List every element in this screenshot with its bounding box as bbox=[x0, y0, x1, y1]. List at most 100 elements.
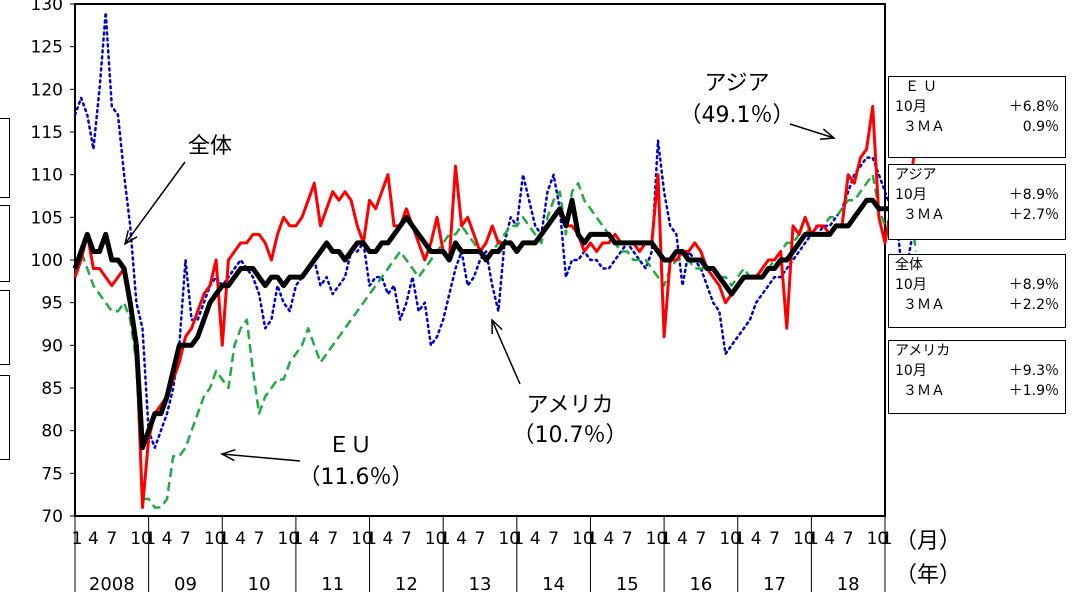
month-tick-label: 1 bbox=[292, 529, 303, 549]
month-tick-label: 4 bbox=[677, 529, 688, 549]
month-tick-label: 10 bbox=[498, 529, 520, 549]
month-tick-label: 7 bbox=[401, 529, 412, 549]
y-tick-label: 110 bbox=[31, 166, 63, 186]
month-tick-label: 10 bbox=[351, 529, 373, 549]
annotation-usa-arrow-line bbox=[491, 319, 521, 385]
month-tick-label: 4 bbox=[530, 529, 541, 549]
year-label: 16 bbox=[689, 574, 712, 592]
legend-row-label: ３ＭＡ bbox=[903, 383, 945, 399]
month-tick-label: 7 bbox=[180, 529, 191, 549]
year-label: 14 bbox=[542, 574, 565, 592]
legend-box-eu: ＥＵ 10月 ＋6.8％ ３ＭＡ 0.9％ bbox=[888, 76, 1066, 158]
month-tick-label: 7 bbox=[695, 529, 706, 549]
month-tick-label: 7 bbox=[254, 529, 265, 549]
legend-row-label: ３ＭＡ bbox=[903, 297, 945, 313]
month-tick-label: 10 bbox=[204, 529, 226, 549]
legend-row: ３ＭＡ 0.9％ bbox=[895, 117, 1059, 137]
legend-row: 10月 ＋8.9％ bbox=[895, 185, 1059, 205]
month-tick-label: 4 bbox=[751, 529, 762, 549]
year-label: 15 bbox=[616, 574, 639, 592]
annotation-eu-label: ＥＵ bbox=[328, 433, 372, 458]
month-tick-label: 7 bbox=[106, 529, 117, 549]
month-tick-label: 10 bbox=[793, 529, 815, 549]
month-tick-label: 7 bbox=[769, 529, 780, 549]
legend-row-value: 0.9％ bbox=[1022, 119, 1059, 135]
left-bracket-4 bbox=[0, 375, 10, 460]
month-tick-label: 4 bbox=[603, 529, 614, 549]
legend-row: 10月 ＋8.9％ bbox=[895, 275, 1059, 295]
month-tick-label: 10 bbox=[867, 529, 889, 549]
month-tick-label: 1 bbox=[808, 529, 819, 549]
month-tick-label: 10 bbox=[130, 529, 152, 549]
annotation-total-label: 全体 bbox=[188, 134, 232, 159]
y-tick-label: 125 bbox=[31, 38, 63, 58]
annotation-usa-label: アメリカ bbox=[527, 393, 614, 418]
left-bracket-1 bbox=[0, 118, 10, 198]
series-layer bbox=[72, 11, 918, 509]
y-tick-label: 70 bbox=[41, 507, 63, 527]
month-tick-label: 10 bbox=[425, 529, 447, 549]
legend-title: 全体 bbox=[895, 257, 923, 273]
month-tick-label: 1 bbox=[72, 529, 83, 549]
legend-row: ３ＭＡ ＋2.2％ bbox=[895, 295, 1059, 315]
legend-title: ＥＵ bbox=[905, 79, 941, 95]
y-tick-label: 105 bbox=[31, 208, 63, 228]
y-tick-label: 115 bbox=[31, 123, 63, 143]
y-tick-label: 130 bbox=[31, 0, 63, 15]
year-label: 17 bbox=[763, 574, 786, 592]
left-bracket-2 bbox=[0, 205, 10, 282]
month-tick-label: 1 bbox=[366, 529, 377, 549]
month-tick-label: 4 bbox=[383, 529, 394, 549]
month-tick-label: 7 bbox=[622, 529, 633, 549]
legend-row-value: ＋8.9％ bbox=[1008, 277, 1059, 293]
annotation-eu-arrow-line bbox=[221, 453, 301, 462]
legend-row-value: ＋2.2％ bbox=[1008, 297, 1059, 313]
month-tick-label: 10 bbox=[719, 529, 741, 549]
annotation-asia-label: アジア bbox=[704, 71, 769, 96]
legend-row-label: ３ＭＡ bbox=[903, 119, 945, 135]
legend-row-value: ＋6.8％ bbox=[1008, 99, 1059, 115]
y-tick-label: 85 bbox=[41, 379, 63, 399]
legend-row-label: 10月 bbox=[895, 187, 927, 203]
legend-box-total: 全体 10月 ＋8.9％ ３ＭＡ ＋2.2％ bbox=[888, 254, 1066, 328]
series-line-total bbox=[72, 197, 916, 451]
month-tick-label: 4 bbox=[456, 529, 467, 549]
legend-row: ３ＭＡ ＋2.7％ bbox=[895, 205, 1059, 225]
month-tick-label: 1 bbox=[882, 529, 893, 549]
year-label: 12 bbox=[395, 574, 418, 592]
year-label: 18 bbox=[837, 574, 860, 592]
left-bracket-3 bbox=[0, 290, 10, 365]
legend-row-label: 10月 bbox=[895, 363, 927, 379]
legend-title: アジア bbox=[895, 167, 937, 183]
annotation-eu-share: （11.6％） bbox=[299, 465, 414, 490]
legend-row: 10月 ＋9.3％ bbox=[895, 361, 1059, 381]
annotation-asia-arrow-head bbox=[819, 128, 836, 141]
legend-row: ３ＭＡ ＋1.9％ bbox=[895, 381, 1059, 401]
y-tick-label: 90 bbox=[41, 336, 63, 356]
y-tick-label: 95 bbox=[41, 294, 63, 314]
annotation-layer: 全体 ＥＵ （11.6％） アメリカ （10.7％） アジア （49.1％） bbox=[123, 71, 836, 490]
month-tick-label: 10 bbox=[646, 529, 668, 549]
annotation-eu-arrow-head bbox=[220, 449, 236, 462]
legend-row-label: 10月 bbox=[895, 99, 927, 115]
month-tick-label: 7 bbox=[548, 529, 559, 549]
year-label: 13 bbox=[469, 574, 492, 592]
annotation-asia-share: （49.1％） bbox=[680, 103, 795, 128]
legend-box-asia: アジア 10月 ＋8.9％ ３ＭＡ ＋2.7％ bbox=[888, 164, 1066, 240]
legend-row-value: ＋1.9％ bbox=[1008, 383, 1059, 399]
series-line-usa bbox=[73, 11, 917, 449]
month-tick-label: 1 bbox=[219, 529, 230, 549]
legend-title: アメリカ bbox=[895, 343, 951, 359]
annotation-usa-share: （10.7％） bbox=[513, 423, 628, 448]
month-tick-label: 1 bbox=[734, 529, 745, 549]
month-tick-label: 1 bbox=[661, 529, 672, 549]
y-tick-label: 75 bbox=[41, 464, 63, 484]
annotation-total-arrow-head bbox=[123, 230, 138, 246]
month-tick-label: 4 bbox=[162, 529, 173, 549]
month-tick-label: 10 bbox=[278, 529, 300, 549]
year-label: 11 bbox=[321, 574, 344, 592]
year-label: 2008 bbox=[89, 574, 135, 592]
y-tick-label: 80 bbox=[41, 422, 63, 442]
